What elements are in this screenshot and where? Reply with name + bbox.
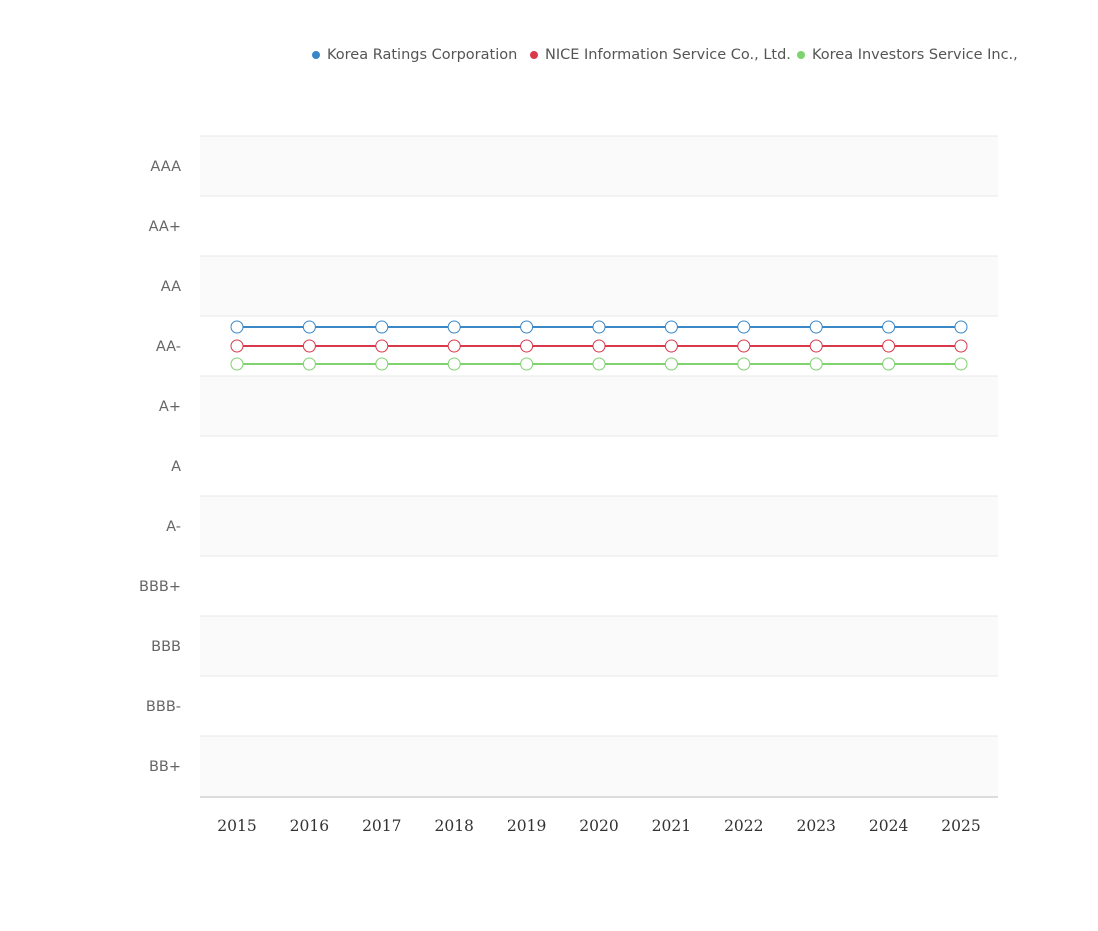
x-tick-label: 2022 <box>724 817 763 835</box>
plot-bands <box>200 135 998 798</box>
data-point <box>375 339 389 353</box>
legend-dot-icon <box>797 51 805 59</box>
plot-band <box>200 136 998 196</box>
x-tick-label: 2018 <box>434 817 473 835</box>
legend-label: Korea Investors Service Inc., <box>812 47 1018 63</box>
legend-item-korea-ratings[interactable]: Korea Ratings Corporation <box>312 47 517 63</box>
plot-band <box>200 496 998 556</box>
data-point <box>664 339 678 353</box>
series-layer <box>230 320 968 371</box>
data-point <box>809 320 823 334</box>
data-point <box>809 357 823 371</box>
y-tick-label: AA <box>161 279 181 295</box>
legend-dot-icon <box>312 51 320 59</box>
data-point <box>302 320 316 334</box>
series-2 <box>230 357 968 371</box>
plot-band <box>200 376 998 436</box>
y-tick-label: A <box>171 459 181 475</box>
y-tick-label: BB+ <box>149 759 181 775</box>
y-tick-label: BBB- <box>146 699 181 715</box>
x-tick-label: 2023 <box>796 817 835 835</box>
y-tick-label: A+ <box>159 399 181 415</box>
x-tick-label: 2016 <box>290 817 329 835</box>
data-point <box>447 320 461 334</box>
data-point <box>737 320 751 334</box>
plot-band <box>200 436 998 496</box>
y-tick-label: BBB <box>151 639 181 655</box>
y-tick-label: BBB+ <box>139 579 181 595</box>
plot-band <box>200 676 998 736</box>
y-tick-label: AA- <box>156 339 181 355</box>
data-point <box>954 320 968 334</box>
y-tick-label: AA+ <box>149 219 181 235</box>
data-point <box>954 339 968 353</box>
legend-label: NICE Information Service Co., Ltd. <box>545 47 791 63</box>
plot-band <box>200 736 998 796</box>
plot-band <box>200 256 998 316</box>
x-tick-label: 2015 <box>217 817 256 835</box>
data-point <box>230 320 244 334</box>
x-axis: 2015 2016 2017 2018 2019 2020 2021 2022 2023 2024… <box>217 817 980 835</box>
data-point <box>882 339 896 353</box>
chart-legend: Korea Ratings Corporation NICE Informati… <box>0 47 1098 69</box>
data-point <box>809 339 823 353</box>
data-point <box>882 357 896 371</box>
plot-band <box>200 556 998 616</box>
data-point <box>737 357 751 371</box>
y-tick-label: AAA <box>150 159 181 175</box>
data-point <box>954 357 968 371</box>
legend-item-korea-investors[interactable]: Korea Investors Service Inc., <box>797 47 1018 63</box>
plot-band <box>200 616 998 676</box>
data-point <box>520 357 534 371</box>
x-tick-label: 2017 <box>362 817 401 835</box>
data-point <box>302 357 316 371</box>
y-tick-label: A- <box>166 519 181 535</box>
data-point <box>375 357 389 371</box>
legend-dot-icon <box>530 51 538 59</box>
legend-item-nice[interactable]: NICE Information Service Co., Ltd. <box>530 47 791 63</box>
series-0 <box>230 320 968 334</box>
data-point <box>447 357 461 371</box>
data-point <box>520 339 534 353</box>
data-point <box>737 339 751 353</box>
data-point <box>664 320 678 334</box>
data-point <box>592 339 606 353</box>
x-tick-label: 2025 <box>941 817 980 835</box>
legend-label: Korea Ratings Corporation <box>327 47 518 63</box>
series-1 <box>230 339 968 353</box>
data-point <box>447 339 461 353</box>
data-point <box>230 339 244 353</box>
x-tick-label: 2019 <box>507 817 546 835</box>
data-point <box>520 320 534 334</box>
x-tick-label: 2020 <box>579 817 618 835</box>
data-point <box>664 357 678 371</box>
x-tick-label: 2024 <box>869 817 909 835</box>
x-tick-label: 2021 <box>652 817 691 835</box>
data-point <box>230 357 244 371</box>
data-point <box>592 357 606 371</box>
data-point <box>592 320 606 334</box>
plot-band <box>200 196 998 256</box>
data-point <box>302 339 316 353</box>
data-point <box>375 320 389 334</box>
data-point <box>882 320 896 334</box>
